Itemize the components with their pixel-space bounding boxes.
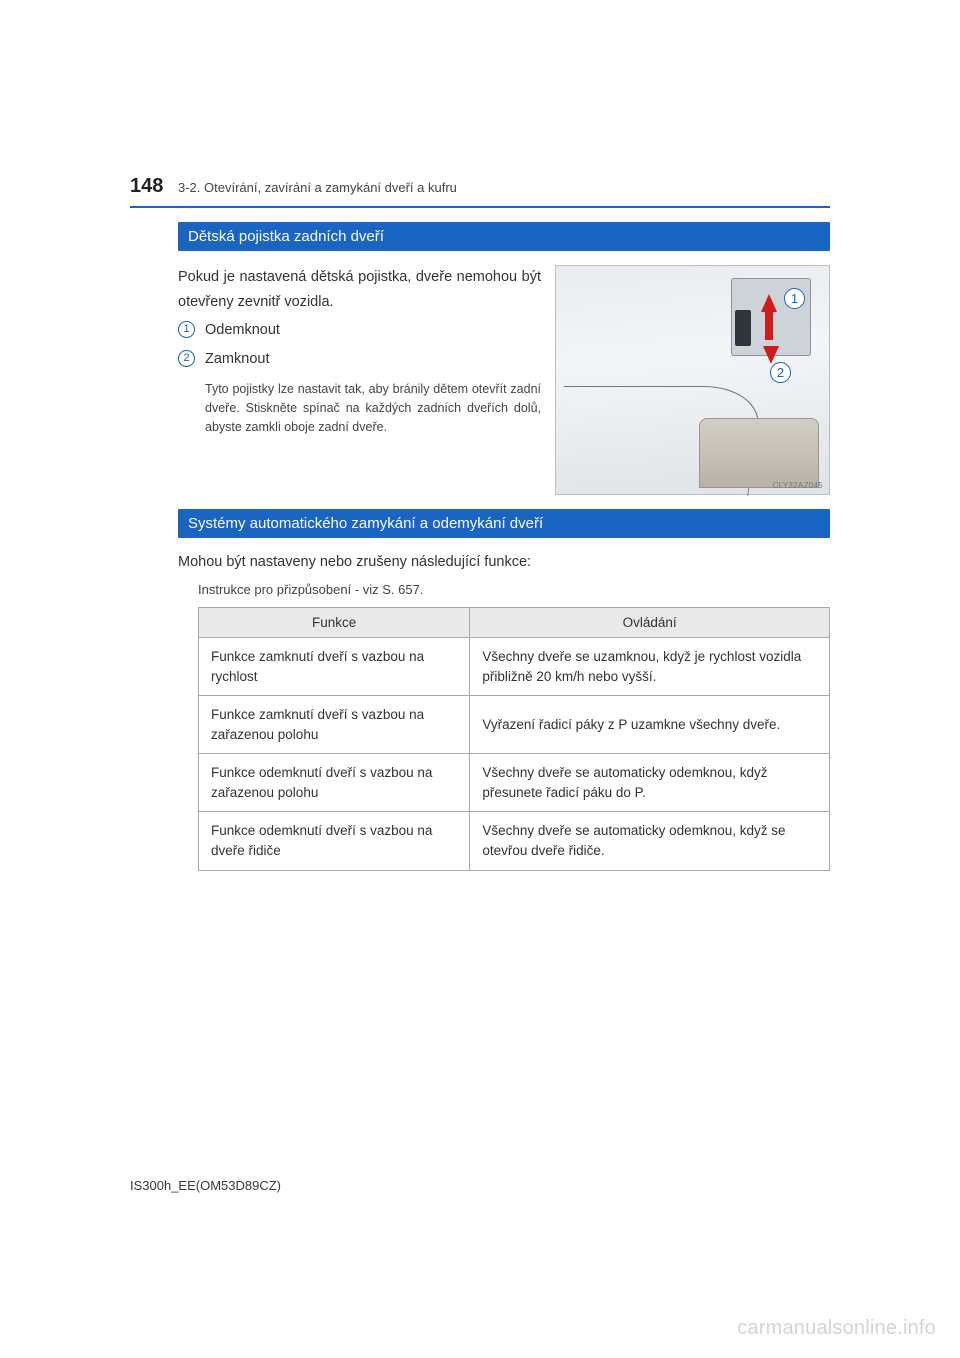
table-cell: Všechny dveře se uzamknou, když je rychl… — [470, 638, 830, 696]
functions-table: Funkce Ovládání Funkce zamknutí dveří s … — [198, 607, 830, 871]
table-row: Funkce odemknutí dveří s vazbou na zařaz… — [199, 754, 830, 812]
illustration-id: CLY32AZ045 — [773, 481, 823, 490]
table-header-ctrl: Ovládání — [470, 608, 830, 638]
section-heading-auto-lock: Systémy automatického zamykání a odemyká… — [178, 509, 830, 538]
page-number: 148 — [130, 175, 178, 198]
table-cell: Vyřazení řadicí páky z P uzamkne všechny… — [470, 696, 830, 754]
child-lock-intro: Pokud je nastavená dětská pojistka, dveř… — [178, 265, 541, 314]
footer-doc-id: IS300h_EE(OM53D89CZ) — [130, 1178, 281, 1193]
table-header-func: Funkce — [199, 608, 470, 638]
list-item-label: Odemknout — [205, 318, 280, 343]
page-content: 148 3-2. Otevírání, zavírání a zamykání … — [130, 175, 830, 871]
list-item-lock: 2 Zamknout — [178, 347, 541, 372]
child-lock-note: Tyto pojistky lze nastavit tak, aby brán… — [205, 380, 541, 438]
table-header-row: Funkce Ovládání — [199, 608, 830, 638]
section-heading-child-lock: Dětská pojistka zadních dveří — [178, 222, 830, 251]
watermark: carmanualsonline.info — [737, 1317, 936, 1340]
child-lock-row: Pokud je nastavená dětská pojistka, dveř… — [178, 265, 830, 495]
page-header: 148 3-2. Otevírání, zavírání a zamykání … — [130, 175, 830, 198]
arrow-down-icon — [763, 346, 779, 364]
table-cell: Funkce odemknutí dveří s vazbou na dveře… — [199, 812, 470, 870]
auto-lock-note: Instrukce pro přizpůsobení - viz S. 657. — [198, 582, 830, 597]
seat-icon — [699, 418, 819, 488]
list-item-unlock: 1 Odemknout — [178, 318, 541, 343]
callout-badge-2: 2 — [770, 362, 791, 383]
table-row: Funkce zamknutí dveří s vazbou na rychlo… — [199, 638, 830, 696]
callout-badge-1: 1 — [784, 288, 805, 309]
table-cell: Funkce zamknutí dveří s vazbou na rychlo… — [199, 638, 470, 696]
table-cell: Všechny dveře se automaticky odemknou, k… — [470, 754, 830, 812]
table-cell: Všechny dveře se automaticky odemknou, k… — [470, 812, 830, 870]
table-cell: Funkce odemknutí dveří s vazbou na zařaz… — [199, 754, 470, 812]
arrow-up-icon — [761, 294, 777, 312]
table-cell: Funkce zamknutí dveří s vazbou na zařaze… — [199, 696, 470, 754]
main-content: Dětská pojistka zadních dveří Pokud je n… — [178, 222, 830, 871]
list-item-label: Zamknout — [205, 347, 269, 372]
table-row: Funkce odemknutí dveří s vazbou na dveře… — [199, 812, 830, 870]
child-lock-text: Pokud je nastavená dětská pojistka, dveř… — [178, 265, 541, 495]
child-lock-illustration: 1 2 CLY32AZ045 — [555, 265, 830, 495]
section-breadcrumb: 3-2. Otevírání, zavírání a zamykání dveř… — [178, 180, 457, 195]
auto-lock-intro: Mohou být nastaveny nebo zrušeny následu… — [178, 554, 830, 570]
lock-switch-icon — [735, 310, 751, 346]
callout-2-icon: 2 — [178, 350, 195, 367]
header-rule — [130, 206, 830, 208]
table-row: Funkce zamknutí dveří s vazbou na zařaze… — [199, 696, 830, 754]
callout-1-icon: 1 — [178, 321, 195, 338]
